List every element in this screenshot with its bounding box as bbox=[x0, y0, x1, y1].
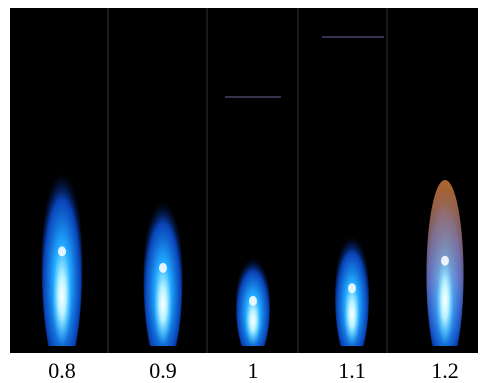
flame-label: 1.1 bbox=[338, 358, 366, 383]
flame-tip bbox=[58, 246, 66, 256]
flame-label: 0.9 bbox=[149, 358, 177, 383]
flame-tip bbox=[249, 296, 257, 306]
flame-figure: 0.8 0.9 1 1.1 1.2 bbox=[0, 0, 483, 383]
flame-label: 1.2 bbox=[431, 358, 459, 383]
flame-tip bbox=[348, 283, 356, 293]
flame-label: 0.8 bbox=[48, 358, 76, 383]
flame-tip bbox=[159, 263, 167, 273]
flame-tip bbox=[441, 256, 449, 266]
flame-label: 1 bbox=[248, 358, 259, 383]
